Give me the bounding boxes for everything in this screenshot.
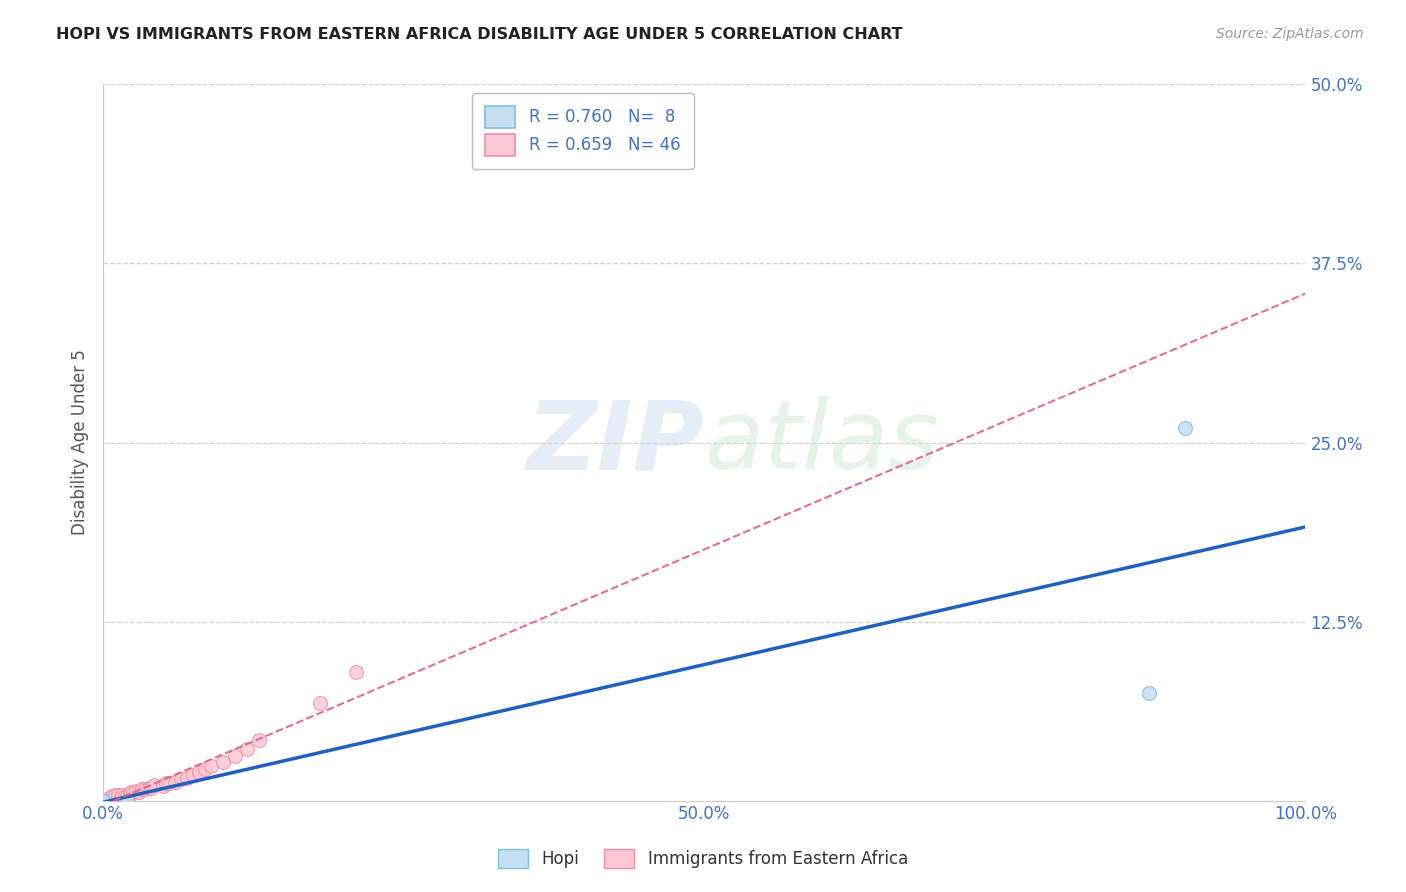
Point: [91, 794, 114, 808]
Point: [128, 785, 150, 799]
Legend: R = 0.760   N=  8, R = 0.659   N= 46: R = 0.760 N= 8, R = 0.659 N= 46: [472, 93, 693, 169]
Point: [91, 794, 114, 808]
Point: [120, 785, 142, 799]
Point: [134, 782, 156, 797]
Point: [100, 789, 122, 804]
Point: [104, 788, 127, 802]
Point: [200, 759, 222, 773]
Point: [118, 787, 141, 801]
Point: [188, 764, 211, 779]
Point: [131, 782, 153, 797]
Point: [91, 794, 114, 808]
Point: [98, 790, 121, 805]
Point: [142, 778, 165, 792]
Point: [110, 790, 132, 805]
Point: [91, 794, 114, 808]
Point: [91, 794, 114, 808]
Point: [107, 788, 129, 802]
Point: [115, 794, 138, 808]
Point: [115, 789, 138, 804]
Point: [157, 776, 180, 790]
Point: [165, 775, 187, 789]
Point: [91, 794, 114, 808]
Point: [91, 794, 114, 808]
Point: [111, 788, 134, 802]
Point: [224, 749, 246, 764]
Point: [98, 794, 121, 808]
Point: [138, 780, 160, 795]
Y-axis label: Disability Age Under 5: Disability Age Under 5: [72, 350, 89, 535]
Point: [1174, 421, 1197, 435]
Point: [91, 794, 114, 808]
Point: [344, 665, 367, 679]
Point: [194, 762, 217, 776]
Point: [124, 783, 146, 797]
Legend: Hopi, Immigrants from Eastern Africa: Hopi, Immigrants from Eastern Africa: [492, 842, 914, 875]
Point: [181, 768, 204, 782]
Point: [1137, 686, 1160, 700]
Point: [249, 733, 271, 747]
Point: [122, 787, 145, 801]
Point: [91, 794, 114, 808]
Point: [155, 776, 177, 790]
Point: [212, 755, 235, 769]
Text: HOPI VS IMMIGRANTS FROM EASTERN AFRICA DISABILITY AGE UNDER 5 CORRELATION CHART: HOPI VS IMMIGRANTS FROM EASTERN AFRICA D…: [56, 27, 903, 42]
Point: [98, 794, 121, 808]
Text: ZIP: ZIP: [526, 396, 704, 489]
Point: [308, 696, 330, 710]
Point: [104, 790, 127, 805]
Text: Source: ZipAtlas.com: Source: ZipAtlas.com: [1216, 27, 1364, 41]
Point: [170, 772, 193, 786]
Point: [91, 794, 114, 808]
Point: [141, 780, 163, 795]
Point: [176, 771, 198, 785]
Point: [104, 794, 127, 808]
Point: [91, 794, 114, 808]
Text: atlas: atlas: [704, 396, 939, 489]
Point: [98, 794, 121, 808]
Point: [236, 742, 259, 756]
Point: [152, 779, 174, 793]
Point: [91, 794, 114, 808]
Point: [114, 789, 136, 804]
